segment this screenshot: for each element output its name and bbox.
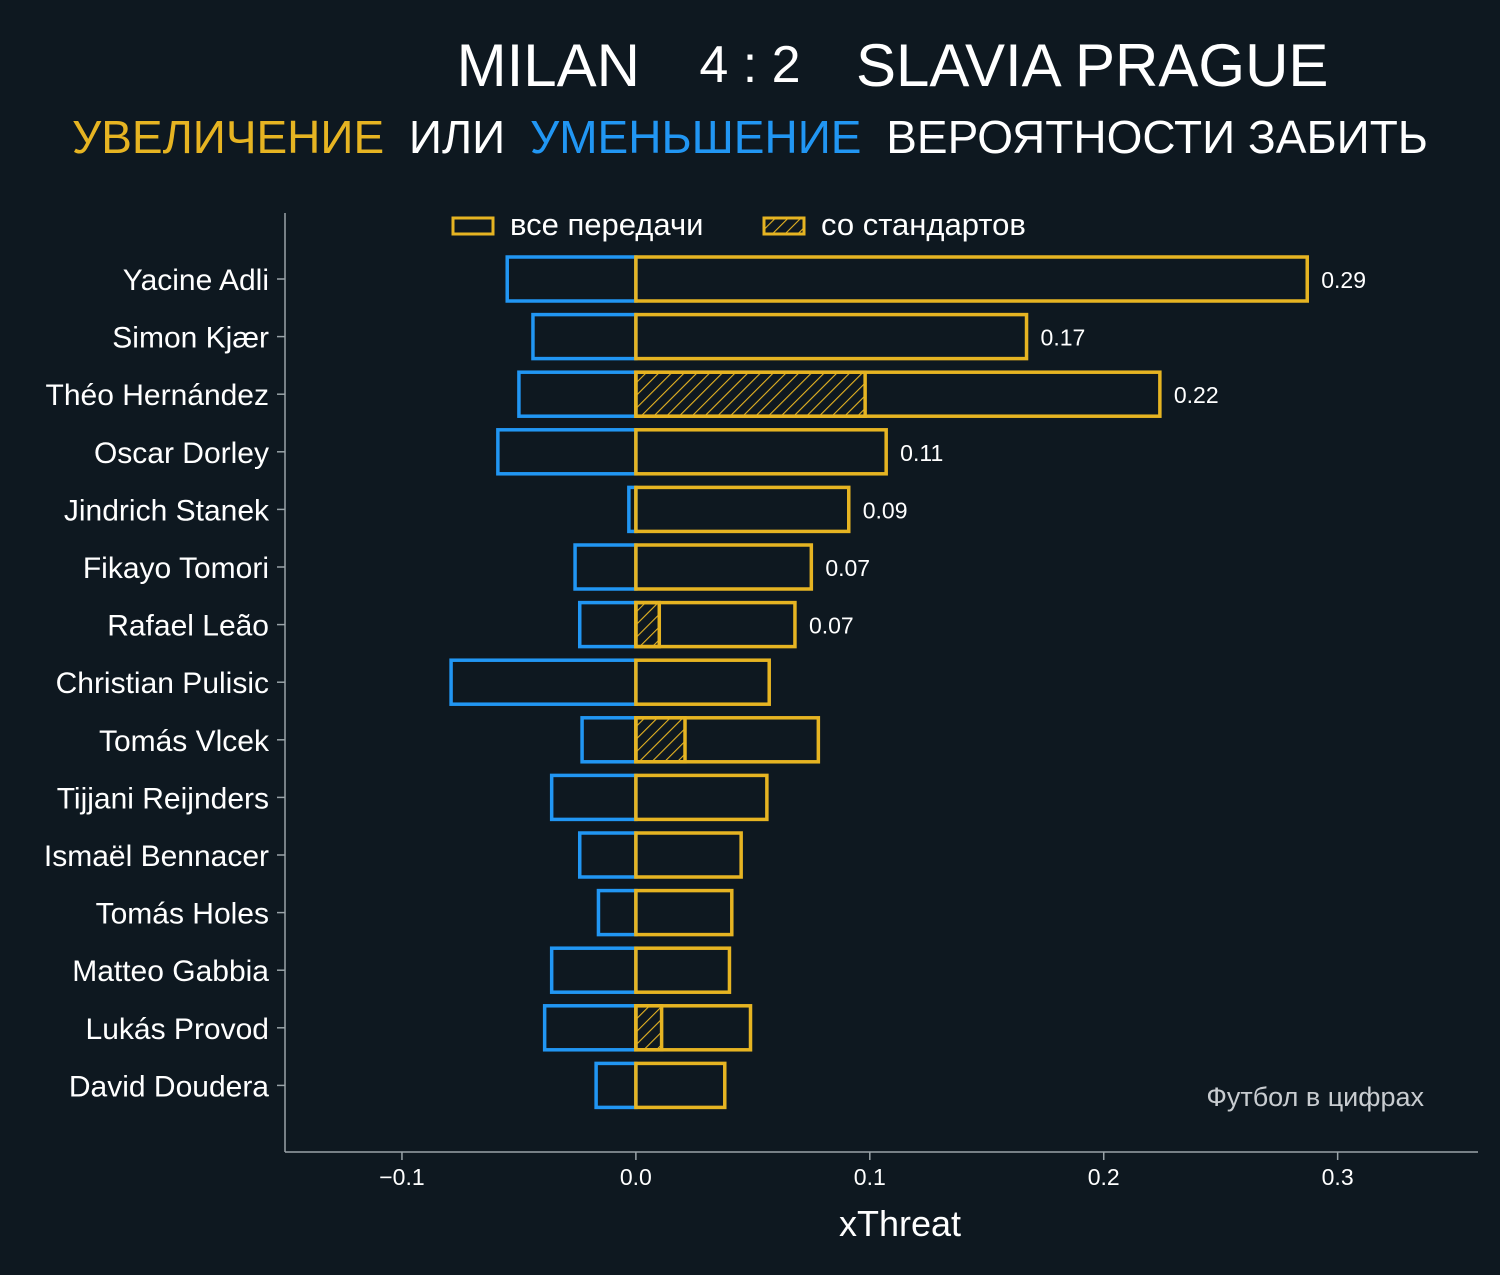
player-label: Matteo Gabbia [72,955,269,988]
player-label: Jindrich Stanek [64,494,270,527]
value-label: 0.11 [900,440,943,466]
decrease-bar [542,1004,638,1052]
legend: все передачи со стандартов [451,207,1026,242]
decrease-bar [594,1061,638,1110]
increase-bar [634,370,1162,418]
player-label: Tomás Vlcek [99,725,270,758]
increase-bar [634,255,1309,303]
set-piece-bar [634,1004,664,1052]
x-tick-label: 0.3 [1322,1164,1354,1190]
decrease-bar [449,658,638,706]
set-piece-bar [634,716,687,764]
decrease-bar [573,543,638,591]
increase-bar [634,946,732,994]
increase-bar [634,1004,753,1052]
set-piece-bar [634,600,662,649]
player-label: Simon Kjær [112,322,269,355]
player-label: Lukás Provod [86,1013,269,1046]
decrease-bar [505,255,638,303]
legend-label-all-passes: все передачи [510,207,703,242]
player-label: Ismaël Bennacer [44,840,269,873]
player-label: Christian Pulisic [56,667,269,700]
value-label: 0.17 [1041,325,1086,351]
player-label: Fikayo Tomori [83,552,269,585]
legend-label-set-pieces: со стандартов [821,207,1026,242]
player-label: Rafael Leão [107,610,269,643]
decrease-bar [596,888,638,937]
x-tick-label: −0.1 [379,1164,424,1190]
home-team: MILAN [457,32,640,99]
decrease-bar [549,773,638,822]
legend-swatch-set-pieces [762,216,806,236]
away-team: SLAVIA PRAGUE [856,32,1328,99]
increase-bar [634,716,821,764]
bars: Yacine Adli 0.29 Simon Kjær 0.17 Théo Hernán… [44,255,1366,1110]
score: 4 : 2 [699,36,800,94]
decrease-bar [496,428,638,476]
x-tick-label: 0.1 [854,1164,886,1190]
subtitle-decrease: УМЕНЬШЕНИЕ [530,111,861,163]
value-label: 0.22 [1174,382,1219,408]
set-piece-bar [634,370,867,418]
x-tick-label: 0.2 [1088,1164,1120,1190]
credit: Футбол в цифрах [1206,1082,1424,1112]
legend-swatch-all-passes [451,216,495,236]
increase-bar [634,831,743,879]
x-tick-label: 0.0 [620,1164,652,1190]
decrease-bar [517,370,638,418]
player-label: Théo Hernández [46,379,269,412]
subtitle-or: ИЛИ [409,111,505,163]
player-label: Tijjani Reijnders [57,782,269,815]
decrease-bar [577,831,638,879]
subtitle-rest: ВЕРОЯТНОСТИ ЗАБИТЬ [886,111,1428,163]
increase-bar [634,658,771,706]
decrease-bar [549,946,638,994]
increase-bar [634,773,769,822]
player-label: Tomás Holes [96,898,269,931]
increase-bar [634,888,734,937]
value-label: 0.07 [825,555,870,581]
decrease-bar [531,312,638,361]
increase-bar [634,600,797,649]
value-label: 0.09 [863,497,908,523]
increase-bar [634,485,851,534]
increase-bar [634,1061,727,1110]
decrease-bar [580,716,638,764]
decrease-bar [577,600,638,649]
increase-bar [634,543,814,591]
player-label: Yacine Adli [123,264,269,297]
subtitle-increase: УВЕЛИЧЕНИЕ [72,111,384,163]
value-label: 0.29 [1321,267,1366,293]
value-label: 0.07 [809,613,854,639]
increase-bar [634,428,888,476]
x-axis-label: xThreat [839,1203,961,1244]
subtitle: УВЕЛИЧЕНИЕ ИЛИ УМЕНЬШЕНИЕ ВЕРОЯТНОСТИ ЗА… [72,111,1428,163]
player-label: David Doudera [69,1070,269,1103]
x-ticks: −0.1 0.0 0.1 0.2 0.3 [379,1152,1354,1190]
increase-bar [634,312,1029,361]
player-label: Oscar Dorley [94,437,269,470]
